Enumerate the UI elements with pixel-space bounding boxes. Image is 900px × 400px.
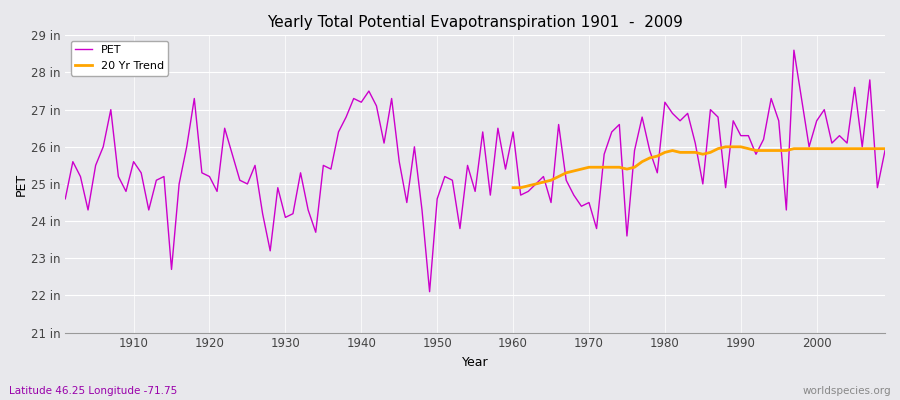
20 Yr Trend [766,148,777,153]
20 Yr Trend [850,146,860,151]
PET [508,130,518,134]
20 Yr Trend [607,165,617,170]
Legend: PET, 20 Yr Trend: PET, 20 Yr Trend [71,41,168,76]
20 Yr Trend [743,146,754,151]
Line: PET: PET [66,50,885,292]
20 Yr Trend [842,146,852,151]
20 Yr Trend [554,174,564,179]
20 Yr Trend [598,165,609,170]
20 Yr Trend [834,146,845,151]
Y-axis label: PET: PET [15,172,28,196]
20 Yr Trend [652,154,662,158]
20 Yr Trend [713,146,724,151]
20 Yr Trend [788,146,799,151]
PET [60,196,71,201]
20 Yr Trend [516,185,526,190]
PET [121,189,131,194]
Text: worldspecies.org: worldspecies.org [803,386,891,396]
PET [879,148,890,153]
20 Yr Trend [811,146,822,151]
PET [333,130,344,134]
20 Yr Trend [804,146,814,151]
PET [424,289,435,294]
20 Yr Trend [751,148,761,153]
20 Yr Trend [545,178,556,183]
20 Yr Trend [796,146,807,151]
20 Yr Trend [682,150,693,155]
20 Yr Trend [614,165,625,170]
20 Yr Trend [705,150,716,155]
20 Yr Trend [826,146,837,151]
20 Yr Trend [864,146,875,151]
20 Yr Trend [622,167,633,172]
X-axis label: Year: Year [462,356,489,369]
20 Yr Trend [561,170,572,175]
20 Yr Trend [644,156,655,160]
PET [288,211,299,216]
20 Yr Trend [591,165,602,170]
Line: 20 Yr Trend: 20 Yr Trend [513,147,885,188]
20 Yr Trend [773,148,784,153]
20 Yr Trend [781,148,792,153]
20 Yr Trend [689,150,700,155]
20 Yr Trend [698,152,708,157]
20 Yr Trend [636,159,647,164]
20 Yr Trend [758,148,769,153]
20 Yr Trend [660,150,670,155]
20 Yr Trend [523,184,534,188]
Title: Yearly Total Potential Evapotranspiration 1901  -  2009: Yearly Total Potential Evapotranspiratio… [267,15,683,30]
20 Yr Trend [530,182,541,186]
20 Yr Trend [538,180,549,184]
20 Yr Trend [879,146,890,151]
20 Yr Trend [728,144,739,149]
20 Yr Trend [872,146,883,151]
20 Yr Trend [819,146,830,151]
20 Yr Trend [569,168,580,173]
20 Yr Trend [629,165,640,170]
20 Yr Trend [583,165,594,170]
PET [788,48,799,52]
20 Yr Trend [720,144,731,149]
20 Yr Trend [667,148,678,153]
20 Yr Trend [508,185,518,190]
20 Yr Trend [857,146,868,151]
PET [607,130,617,134]
20 Yr Trend [576,167,587,172]
20 Yr Trend [735,144,746,149]
Text: Latitude 46.25 Longitude -71.75: Latitude 46.25 Longitude -71.75 [9,386,177,396]
20 Yr Trend [675,150,686,155]
PET [516,193,526,198]
